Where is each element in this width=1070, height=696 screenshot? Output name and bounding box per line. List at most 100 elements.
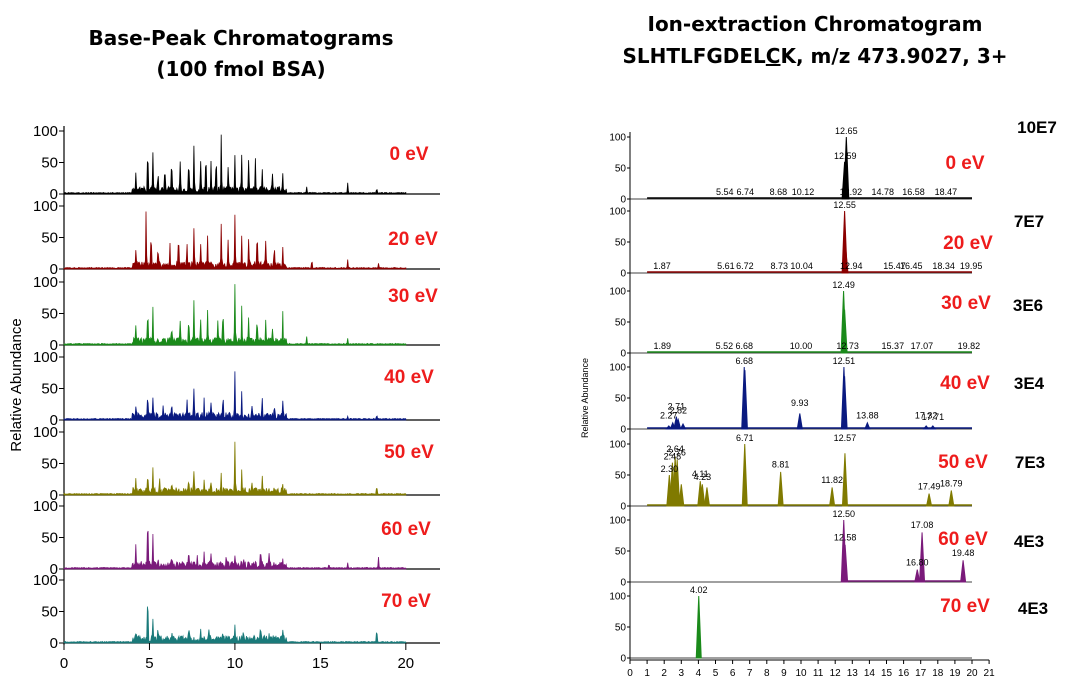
right-scale-label: 4E3 [1018,599,1048,618]
right-peak-label: 5.61 [717,261,735,271]
right-y-tick-label: 100 [609,207,626,218]
right-panel-70-ev: 0 50 100 4.02 70 eV 4E3 [609,585,1048,665]
left-y-tick-label: 100 [33,198,58,215]
right-scale-label: 7E7 [1014,212,1044,231]
right-x-tick-label: 13 [847,668,859,679]
right-peak-label: 6.68 [735,356,753,366]
right-peak-label: 10.00 [790,341,813,351]
left-y-tick-label: 100 [33,498,58,515]
right-energy-label: 30 eV [941,293,991,314]
right-peak-label: 12.94 [840,261,863,271]
right-peak-label: 2.76 [668,447,686,457]
right-peak [679,422,687,430]
left-y-tick-label: 50 [41,456,58,473]
right-peak-label: 12.49 [832,280,855,290]
left-energy-label: 30 eV [388,286,438,307]
right-panel-30-ev: 0 50 100 12.49 1.89 5.52 6.68 10.00 12.73 15.37 17… [609,280,1043,360]
right-peak-label: 1.87 [653,261,671,271]
right-peak [842,544,849,583]
left-energy-label: 70 eV [381,591,431,612]
right-peak [678,484,685,507]
right-x-tick-label: 8 [764,668,770,679]
left-panel-50-ev: 0 50 100 50 eV [33,424,440,504]
right-y-tick-label: 0 [620,425,626,436]
left-y-tick-label: 50 [41,230,58,247]
right-x-tick-label: 21 [984,668,996,679]
right-x-tick-label: 7 [747,668,753,679]
right-title-sequence-pre: SLHTLFGDEL [622,44,766,68]
right-peak-label: 2.30 [661,464,679,474]
right-y-tick-label: 0 [620,269,626,280]
right-peak-label: 19.48 [952,548,975,558]
right-peak-label: 12.58 [834,533,857,543]
left-y-tick-label: 0 [50,561,58,578]
right-peak-label: 18.34 [932,261,955,271]
right-peak-label: 17.71 [922,412,945,422]
right-scale-label: 10E7 [1017,118,1057,137]
right-y-tick-label: 100 [609,363,626,374]
right-x-tick-label: 17 [915,668,927,679]
right-peak [777,471,784,507]
right-peak-label: 16.58 [902,187,925,197]
right-peak [929,425,937,430]
left-y-tick-label: 0 [50,635,58,652]
left-x-tick-label: 5 [145,655,153,672]
right-peak-label: 10.04 [790,261,813,271]
right-peak-label: 18.47 [935,187,958,197]
right-peak [841,376,848,430]
left-energy-label: 0 eV [389,144,428,165]
left-x-tick-label: 0 [60,655,68,672]
right-x-tick-label: 2 [661,668,667,679]
right-peak-label: 6.74 [736,187,754,197]
left-y-tick-label: 0 [50,337,58,354]
right-y-tick-label: 50 [615,547,627,558]
right-x-tick-label: 12 [830,668,842,679]
right-energy-label: 0 eV [945,153,984,174]
right-title-line2: SLHTLFGDELCK, m/z 473.9027, 3+ [622,44,1007,68]
right-peak-label: 11.82 [821,475,843,485]
right-y-tick-label: 100 [609,287,626,298]
right-y-tick-label: 50 [615,164,627,175]
right-x-tick-label: 16 [898,668,910,679]
right-title-sequence-post: K, m/z 473.9027, 3+ [780,44,1007,68]
left-y-axis-label: Relative Abundance [8,318,25,451]
right-title-line1: Ion-extraction Chromatogram [648,12,983,36]
right-peak [841,453,848,507]
left-y-tick-label: 100 [33,572,58,589]
right-x-tick-label: 1 [644,668,650,679]
right-y-tick-label: 100 [609,516,626,527]
right-energy-label: 60 eV [938,529,988,550]
right-peak-label: 5.52 [716,341,734,351]
left-y-tick-label: 100 [33,274,58,291]
right-peak [674,459,681,507]
left-chromatogram-trace [63,284,407,346]
right-y-tick-label: 0 [620,654,626,665]
left-y-tick-label: 50 [41,306,58,323]
right-peak-label: 8.81 [772,460,790,470]
left-chromatogram-trace [63,211,407,270]
right-energy-label: 40 eV [940,373,990,394]
right-y-tick-label: 50 [615,318,627,329]
right-x-tick-label: 19 [949,668,961,679]
left-chromatogram-trace [63,134,407,195]
right-peak-label: 12.59 [834,151,857,161]
right-energy-label: 50 eV [938,452,988,473]
right-x-tick-label: 0 [627,668,633,679]
right-peak-label: 12.55 [833,200,856,210]
right-panel-20-ev: 0 50 100 12.55 1.87 5.61 6.72 8.73 10.04 12.94 15.… [609,200,1044,280]
right-peak-label: 8.68 [770,187,788,197]
right-x-tick-label: 11 [813,668,824,679]
right-peak-label: 12.57 [834,433,857,443]
right-peak-label: 10.12 [792,187,815,197]
left-energy-label: 40 eV [384,367,434,388]
left-y-tick-label: 50 [41,604,58,621]
right-peak [741,370,748,430]
right-peak-label: 2.48 [664,452,682,462]
right-y-tick-label: 50 [615,238,627,249]
right-x-tick-label: 3 [679,668,685,679]
left-chromatogram-trace [63,606,407,644]
left-energy-label: 50 eV [384,442,434,463]
